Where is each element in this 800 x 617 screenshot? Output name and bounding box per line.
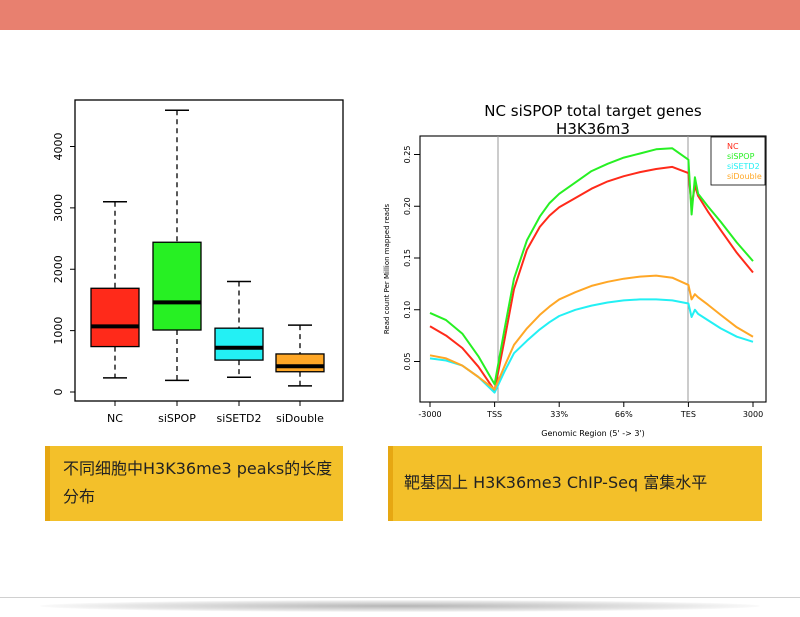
legend-sispop: siSPOP <box>727 152 755 161</box>
legend-nc: NC <box>727 142 739 151</box>
box-ytick-label: 0 <box>52 389 65 396</box>
line-ytick-label: 0.05 <box>403 353 412 371</box>
boxplot-frame <box>74 99 344 402</box>
line-xtick-label: 33% <box>550 410 568 419</box>
caption-left: 不同细胞中H3K36me3 peaks的长度分布 <box>45 446 343 521</box>
caption-left-text: 不同细胞中H3K36me3 peaks的长度分布 <box>63 459 333 506</box>
box-xtick-label: NC <box>107 412 123 425</box>
line-chart-legend <box>710 136 766 186</box>
box-ytick-label: 1000 <box>52 317 65 345</box>
box-xtick-label: siDouble <box>276 412 324 425</box>
box-iqr <box>152 241 202 331</box>
footer-divider <box>0 597 800 598</box>
line-chart-ylabel: Read count Per Million mapped reads <box>383 203 391 334</box>
line-xtick-label: TES <box>680 410 696 419</box>
box-iqr <box>90 287 140 348</box>
caption-right: 靶基因上 H3K36me3 ChIP-Seq 富集水平 <box>388 446 762 521</box>
line-ytick-label: 0.25 <box>403 146 412 164</box>
line-xtick-label: 3000 <box>743 410 763 419</box>
line-series-path <box>429 147 754 386</box>
box-iqr <box>275 353 325 373</box>
line-series-path <box>429 274 754 391</box>
caption-right-text: 靶基因上 H3K36me3 ChIP-Seq 富集水平 <box>404 473 708 492</box>
line-xtick-label: -3000 <box>418 410 441 419</box>
box-iqr <box>214 327 264 361</box>
header-bar <box>0 0 800 30</box>
line-xtick-label: TSS <box>486 410 502 419</box>
legend-sidouble: siDouble <box>727 172 762 181</box>
caption-left-accent <box>45 446 50 521</box>
box-ytick-label: 2000 <box>52 255 65 283</box>
line-ytick-label: 0.20 <box>403 197 412 215</box>
box-xtick-label: siSPOP <box>158 412 196 425</box>
line-ytick-label: 0.10 <box>403 301 412 319</box>
box-ytick-label: 3000 <box>52 194 65 222</box>
box-xtick-label: siSETD2 <box>217 412 262 425</box>
line-xtick-label: 66% <box>615 410 633 419</box>
line-chart-frame <box>419 135 767 403</box>
caption-right-accent <box>388 446 393 521</box>
line-chart-title: NC siSPOP total target genes <box>484 102 702 120</box>
footer-shadow <box>40 600 760 612</box>
box-ytick-label: 4000 <box>52 133 65 161</box>
line-chart-subtitle: H3K36m3 <box>556 120 630 138</box>
legend-sisetd2: siSETD2 <box>727 162 760 171</box>
line-series-path <box>429 298 754 394</box>
line-chart-xlabel: Genomic Region (5' -> 3') <box>541 429 644 438</box>
line-ytick-label: 0.15 <box>403 249 412 267</box>
